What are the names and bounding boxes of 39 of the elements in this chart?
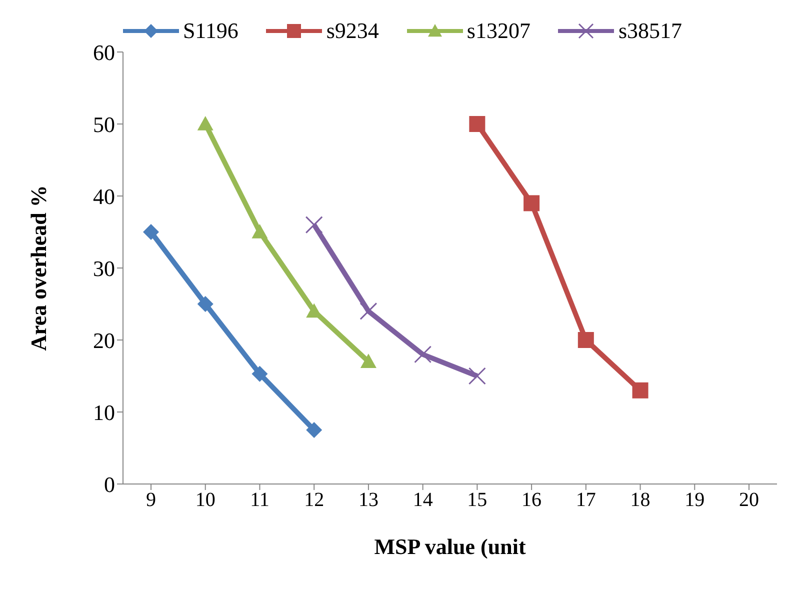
legend-label: s13207 (466, 18, 530, 44)
point (252, 366, 268, 382)
y-tick-label: 20 (93, 328, 115, 353)
point (197, 296, 214, 312)
point (632, 382, 648, 398)
x-tick-label: 10 (195, 489, 216, 512)
point (524, 195, 540, 212)
point (143, 224, 159, 240)
x-tick-label: 12 (304, 489, 324, 512)
legend-label: s38517 (618, 18, 682, 44)
y-tick-label: 50 (93, 112, 115, 137)
y-tick-label: 0 (104, 472, 115, 497)
x-tick-label: 16 (522, 489, 542, 512)
point (468, 367, 486, 385)
y-tick-label: 40 (93, 184, 115, 209)
x-tick-label: 18 (630, 489, 650, 512)
point (252, 224, 268, 238)
x-tick-label: 20 (739, 489, 759, 512)
x-tick-label: 11 (250, 489, 270, 512)
y-tick-label: 10 (93, 400, 115, 425)
x-tick-label: 9 (146, 489, 156, 512)
x-tick-label: 14 (412, 489, 433, 512)
point (305, 216, 323, 234)
x-tick-label: 17 (576, 489, 596, 512)
x-axis-title: MSP value (unit (374, 534, 526, 559)
point (360, 354, 376, 368)
point (197, 116, 214, 130)
y-tick-label: 30 (93, 256, 115, 281)
legend-label: S1196 (182, 18, 238, 44)
point (578, 332, 594, 348)
point (306, 422, 322, 438)
x-tick-label: 13 (358, 489, 378, 512)
point (414, 346, 432, 364)
y-axis-title: Area overhead % (26, 185, 51, 351)
legend-label: s9234 (326, 18, 379, 44)
point (469, 116, 486, 132)
x-tick-label: 19 (684, 489, 705, 512)
x-tick-label: 15 (467, 489, 488, 512)
y-tick-label: 60 (93, 40, 115, 65)
